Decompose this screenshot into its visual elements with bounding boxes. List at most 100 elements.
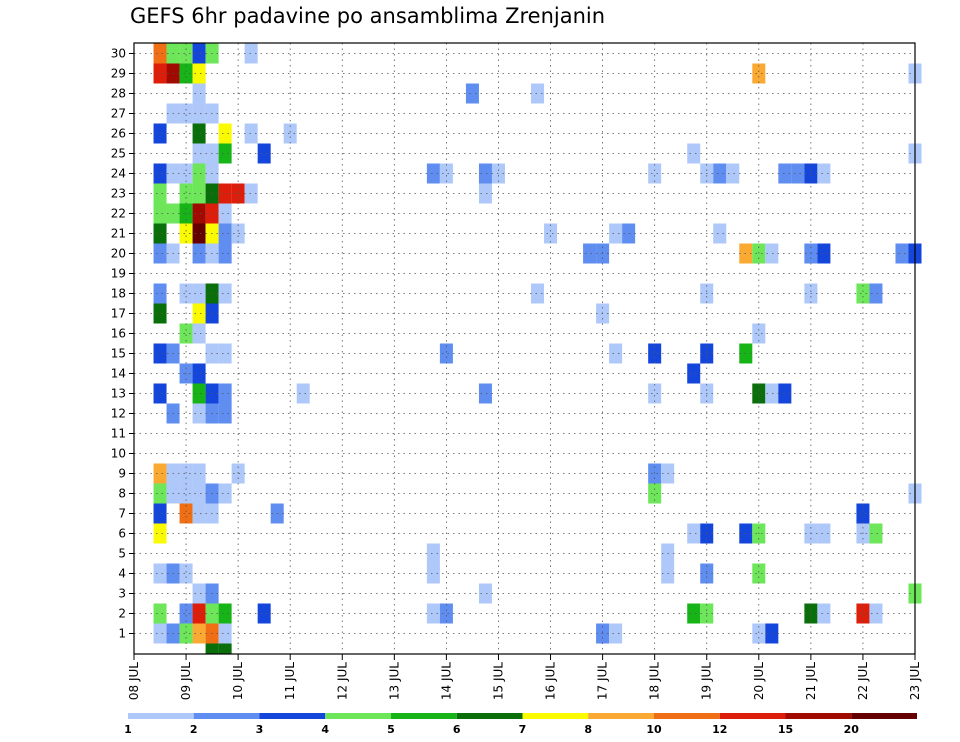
y-tick-label: 1 [118,627,126,641]
legend-label: 8 [584,723,592,736]
heatmap-cell [752,563,766,584]
legend-swatch [851,713,917,719]
heatmap-cell [817,523,831,544]
y-tick-label: 21 [111,227,126,241]
heatmap-cell [192,303,206,324]
heatmap-cell [765,623,779,644]
heatmap-cell [609,623,623,644]
heatmap-cell [778,163,792,184]
heatmap-cell [218,643,232,654]
x-axis: 08 JUL 09 JUL 10 JUL 11 JUL 12 JUL 13 JUL 14 J… [127,654,922,700]
y-tick-label: 15 [111,347,126,361]
heatmap-cell [179,603,193,624]
legend-label: 20 [844,723,860,736]
heatmap-cell [478,163,492,184]
y-tick-label: 27 [111,107,126,121]
heatmap-cell [153,523,167,544]
heatmap-cell [218,403,232,424]
heatmap-cell [179,223,193,244]
x-tick-label: 16 JUL [544,662,558,700]
legend-label: 2 [190,723,198,736]
heatmap-cell [752,323,766,344]
x-tick-label: 10 JUL [231,662,245,700]
heatmap-cell [192,243,206,264]
legend-label: 7 [519,723,527,736]
legend-swatch [325,713,391,719]
heatmap-cell [895,243,909,264]
heatmap-cell [192,43,206,64]
heatmap-cell [153,123,167,144]
y-tick-label: 11 [111,427,126,441]
heatmap-cell [583,243,597,264]
legend-swatch [193,713,260,719]
heatmap-cell [687,523,701,544]
y-tick-label: 30 [111,47,126,61]
heatmap-cell [153,343,167,364]
legend-swatch [785,713,852,719]
heatmap-cell [153,463,167,484]
heatmap-cell [687,143,701,164]
legend-label: 5 [387,723,395,736]
heatmap-cell [192,123,206,144]
heatmap-cell [192,583,206,604]
heatmap-cell [439,603,453,624]
heatmap-cell [179,483,193,504]
heatmap-cell [218,123,232,144]
heatmap-cell [153,303,167,324]
heatmap-cell [218,343,232,364]
y-tick-label: 18 [111,287,126,301]
heatmap-cell [713,223,727,244]
heatmap-cell [283,123,297,144]
y-tick-label: 8 [118,487,126,501]
x-tick-label: 21 JUL [804,662,818,700]
y-tick-label: 20 [111,247,126,261]
heatmap-cell [296,383,310,404]
heatmap-cell [218,243,232,264]
heatmap-cell [765,383,779,404]
heatmap-cell [752,63,766,84]
heatmap-cell [648,483,662,504]
heatmap-cell [231,183,245,204]
heatmap-cell [869,603,883,624]
x-tick-label: 15 JUL [492,662,506,700]
heatmap-cell [179,43,193,64]
legend-swatch [719,713,786,719]
heatmap-cell [153,243,167,264]
y-tick-label: 26 [111,127,126,141]
heatmap-cell [426,163,440,184]
grid-lines [134,43,915,654]
heatmap-cell [465,83,479,104]
heatmap-cell [179,63,193,84]
heatmap-cell [192,503,206,524]
heatmap-cell [426,603,440,624]
y-tick-label: 9 [118,467,126,481]
heatmap-cell [179,163,193,184]
heatmap-cell [192,203,206,224]
y-tick-label: 2 [118,607,126,621]
heatmap-cell [531,83,545,104]
legend-label: 12 [712,723,727,736]
legend-label: 6 [453,723,461,736]
heatmap-cell [192,623,206,644]
heatmap-cell [153,623,167,644]
y-tick-label: 13 [111,387,126,401]
heatmap-cell [192,163,206,184]
heatmap-cell [153,203,167,224]
x-tick-label: 19 JUL [700,662,714,700]
heatmap-cell [179,283,193,304]
heatmap-cell [179,503,193,524]
heatmap-cell [153,63,167,84]
heatmap-cell [153,43,167,64]
heatmap-cell [179,563,193,584]
heatmap-cell [856,603,870,624]
heatmap-cell [869,283,883,304]
heatmap-cell [192,603,206,624]
heatmap-cell [244,123,258,144]
heatmap-cell [192,223,206,244]
plot-frame [133,42,916,655]
heatmap-cells [153,43,922,654]
y-tick-label: 16 [111,327,126,341]
x-tick-label: 20 JUL [752,662,766,700]
x-tick-label: 17 JUL [596,662,610,700]
